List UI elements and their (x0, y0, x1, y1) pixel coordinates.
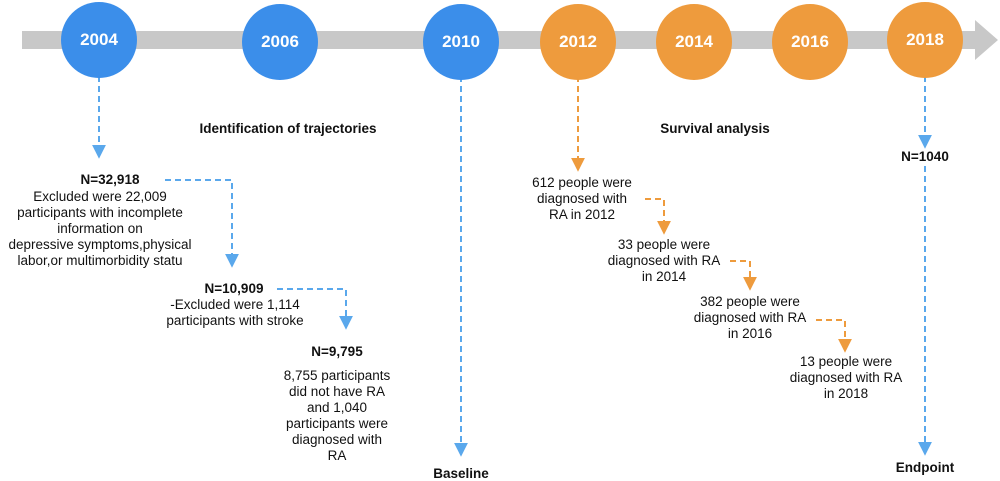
exclusion-note-2-line: participants with stroke (166, 313, 304, 328)
survival-2014-line: in 2014 (641, 269, 687, 284)
survival-2014-note: 33 people were diagnosed with RA in 2014 (598, 237, 730, 285)
year-node-2012: 2012 (540, 4, 616, 80)
survival-2016-line: in 2016 (727, 326, 773, 341)
endpoint-label: Endpoint (895, 460, 955, 475)
connector-2012-to-2014 (645, 198, 671, 235)
n-10909: N=10,909 (204, 281, 264, 296)
n-32918: N=32,918 (80, 172, 140, 187)
survival-2014-line: 33 people were (617, 237, 711, 252)
connector-10909-to-9795 (277, 288, 353, 330)
exclusion-note-2-line: -Excluded were 1,114 (170, 297, 300, 312)
exclusion-note-1-line: participants with incomplete (17, 205, 183, 220)
year-node-2010: 2010 (423, 4, 499, 80)
exclusion-note-1-line: information on (57, 221, 143, 236)
connector-32918-to-10909 (165, 179, 239, 268)
section-survival-label: Survival analysis (660, 121, 770, 136)
exclusion-note-1-line: labor,or multimorbidity statu (17, 253, 183, 268)
survival-2018-line: 13 people were (799, 354, 893, 369)
year-node-2006: 2006 (242, 4, 318, 80)
year-node-2004: 2004 (61, 2, 137, 78)
survival-2018-note: 13 people were diagnosed with RA in 2018 (780, 354, 912, 402)
connector-2016-to-2018 (816, 319, 852, 353)
baseline-result-line: diagnosed with (291, 432, 383, 447)
baseline-result-line: RA (327, 448, 347, 463)
survival-2012-line: RA in 2012 (548, 207, 616, 222)
survival-2014-line: diagnosed with RA (607, 253, 721, 268)
baseline-result-line: 8,755 participants (283, 368, 391, 383)
year-node-2014: 2014 (656, 4, 732, 80)
baseline-result-line: did not have RA (288, 384, 386, 399)
exclusion-note-1-line: depressive symptoms,physical (8, 237, 192, 252)
survival-2016-line: 382 people were (700, 294, 800, 309)
survival-2018-line: in 2018 (823, 386, 869, 401)
n-9795: N=9,795 (311, 344, 363, 359)
exclusion-note-1-line: Excluded were 22,009 (33, 189, 167, 204)
connector-2014-to-2016 (730, 260, 757, 291)
survival-2016-line: diagnosed with RA (693, 310, 807, 325)
baseline-result-line: participants were (285, 416, 389, 431)
survival-2012-note: 612 people were diagnosed with RA in 201… (517, 175, 647, 223)
section-identification-label: Identification of trajectories (199, 121, 377, 136)
baseline-label: Baseline (433, 466, 489, 481)
survival-2012-line: diagnosed with (536, 191, 628, 206)
year-node-2016: 2016 (772, 4, 848, 80)
exclusion-note-2: -Excluded were 1,114 participants with s… (150, 297, 320, 329)
survival-2016-note: 382 people were diagnosed with RA in 201… (684, 294, 816, 342)
baseline-result-line: and 1,040 (306, 400, 368, 415)
survival-2018-line: diagnosed with RA (789, 370, 903, 385)
endpoint-n: N=1040 (885, 149, 965, 165)
baseline-result-note: 8,755 participants did not have RA and 1… (272, 368, 402, 464)
year-node-2018: 2018 (887, 2, 963, 78)
exclusion-note-1: Excluded were 22,009 participants with i… (0, 189, 200, 269)
timeline-arrow (22, 20, 998, 60)
survival-2012-line: 612 people were (532, 175, 632, 190)
